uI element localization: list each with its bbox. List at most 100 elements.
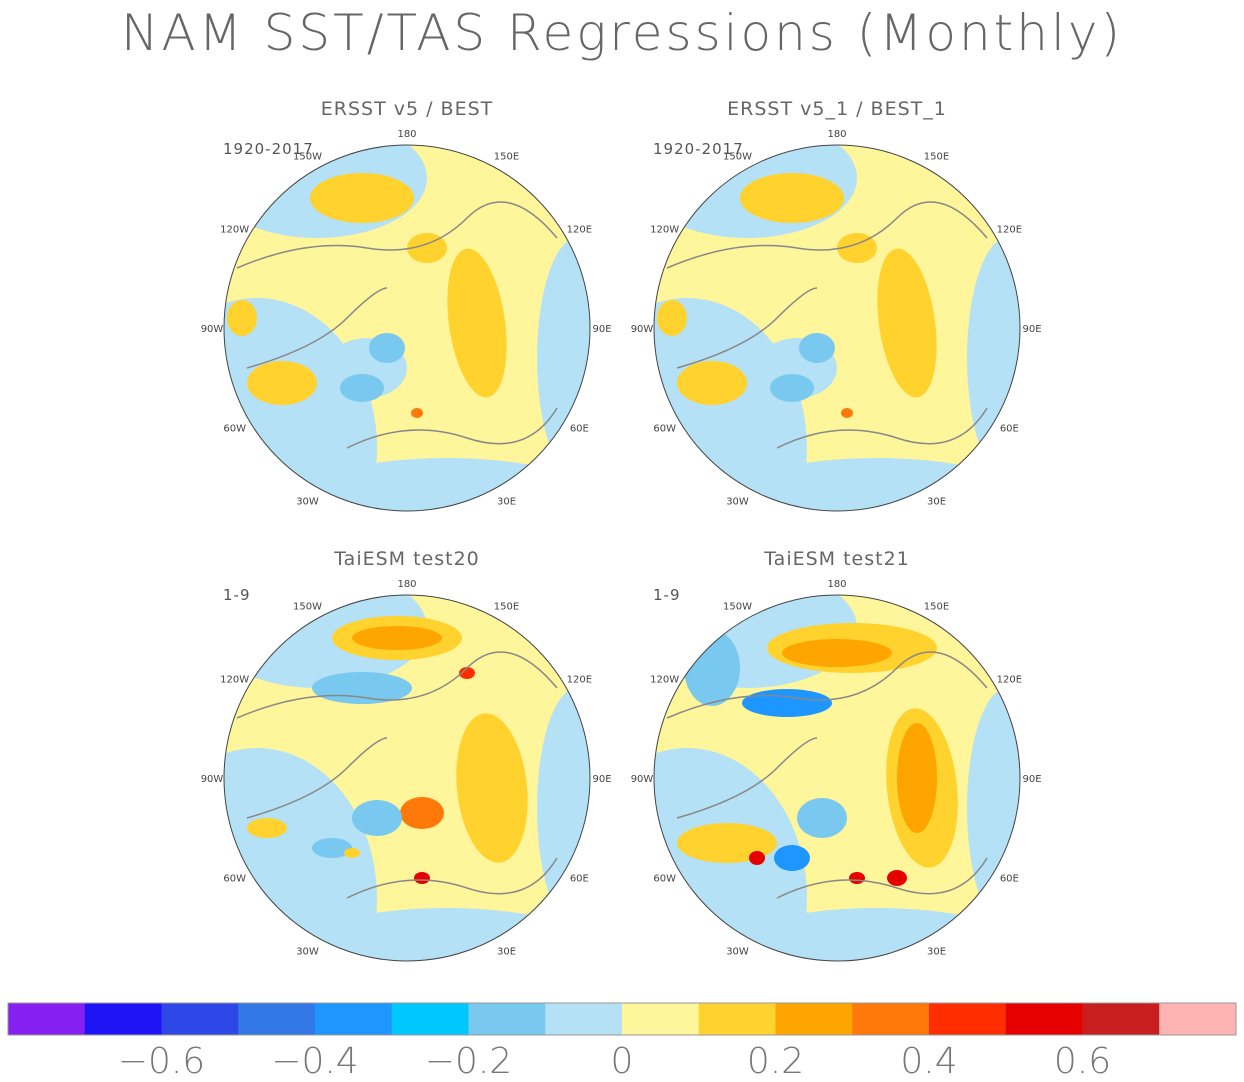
ocean-region xyxy=(537,688,590,928)
longitude-label: 60E xyxy=(570,424,589,435)
longitude-label: 120E xyxy=(567,225,592,236)
longitude-label: 150E xyxy=(494,152,519,163)
map-panel-1: 180150E120E90E60E30E030W60W90W120W150W E… xyxy=(187,98,627,518)
anomaly-region xyxy=(749,851,765,865)
panel-title: TaiESM test21 xyxy=(764,548,910,570)
longitude-label: 30E xyxy=(497,496,516,507)
longitude-label: 60E xyxy=(1000,424,1019,435)
anomaly-region xyxy=(837,233,877,263)
longitude-label: 90E xyxy=(1022,324,1041,335)
longitude-label: 120W xyxy=(220,675,249,686)
period-label: 1-9 xyxy=(653,586,681,604)
longitude-label: 150E xyxy=(494,602,519,613)
longitude-label: 90W xyxy=(201,774,224,785)
colorbar-swatch xyxy=(391,1003,469,1035)
anomaly-region xyxy=(459,667,475,679)
longitude-label: 90E xyxy=(592,324,611,335)
colorbar-label: −0.4 xyxy=(271,1041,358,1082)
anomaly-region xyxy=(887,870,907,886)
longitude-label: 30W xyxy=(726,946,749,957)
panel-title: ERSST v5 / BEST xyxy=(320,98,494,120)
anomaly-region xyxy=(352,626,442,650)
longitude-label: 120W xyxy=(650,225,679,236)
longitude-label: 150E xyxy=(924,602,949,613)
anomaly-region xyxy=(849,872,865,884)
colorbar-label: −0.2 xyxy=(425,1041,512,1082)
longitude-label: 60E xyxy=(570,874,589,885)
anomaly-region xyxy=(352,800,402,836)
colorbar-swatch xyxy=(238,1003,316,1035)
colorbar-swatch xyxy=(852,1003,930,1035)
map-panel-4: 180150E120E90E60E30E030W60W90W120W150W T… xyxy=(617,548,1057,968)
coastlines xyxy=(666,651,988,899)
anomaly-region xyxy=(740,173,844,223)
longitude-label: 60E xyxy=(1000,874,1019,885)
colorbar-label: 0 xyxy=(611,1041,634,1082)
period-label: 1920-2017 xyxy=(653,140,744,158)
longitude-label: 90E xyxy=(592,774,611,785)
longitude-label: 90W xyxy=(631,774,654,785)
anomaly-region xyxy=(877,248,937,398)
longitude-label: 90W xyxy=(201,324,224,335)
anomaly-region xyxy=(684,630,740,706)
longitude-label: 30W xyxy=(726,496,749,507)
longitude-label: 180 xyxy=(397,129,416,140)
polar-map: 180150E120E90E60E30E030W60W90W120W150W xyxy=(631,129,1042,512)
longitude-label: 30W xyxy=(296,496,319,507)
polar-map: 180150E120E90E60E30E030W60W90W120W150W xyxy=(201,129,612,512)
longitude-label: 150W xyxy=(293,602,322,613)
colorbar-swatch xyxy=(8,1003,86,1035)
colorbar-swatch xyxy=(84,1003,162,1035)
longitude-label: 120E xyxy=(997,675,1022,686)
anomaly-region xyxy=(407,233,447,263)
colorbar-label: 0.4 xyxy=(900,1041,957,1082)
colorbar-swatch xyxy=(1082,1003,1160,1035)
anomaly-region xyxy=(447,248,507,398)
colorbar-label: 0.6 xyxy=(1054,1041,1111,1082)
anomaly-region xyxy=(411,408,423,418)
anomaly-region xyxy=(312,838,352,858)
longitude-label: 150W xyxy=(723,602,752,613)
ocean-region xyxy=(224,145,427,238)
longitude-label: 180 xyxy=(397,579,416,590)
longitude-label: 120W xyxy=(650,675,679,686)
longitude-label: 150W xyxy=(723,152,752,163)
coastlines xyxy=(236,651,558,899)
longitude-label: 30W xyxy=(296,946,319,957)
ocean-region xyxy=(967,688,1020,928)
longitude-label: 90E xyxy=(1022,774,1041,785)
coastlines xyxy=(236,201,558,449)
anomaly-region xyxy=(742,689,832,717)
ocean-region xyxy=(537,238,590,478)
colorbar-swatch xyxy=(1159,1003,1237,1035)
colorbar-swatch xyxy=(1005,1003,1083,1035)
anomaly-region xyxy=(841,408,853,418)
longitude-label: 30E xyxy=(497,946,516,957)
longitude-label: 30E xyxy=(927,946,946,957)
longitude-label: 120E xyxy=(997,225,1022,236)
map-border xyxy=(653,594,1021,962)
period-label: 1920-2017 xyxy=(223,140,314,158)
longitude-label: 180 xyxy=(827,129,846,140)
longitude-label: 120E xyxy=(567,675,592,686)
map-border xyxy=(223,144,591,512)
anomaly-region xyxy=(310,173,414,223)
anomaly-region xyxy=(677,361,747,405)
anomaly-region xyxy=(247,361,317,405)
longitude-label: 180 xyxy=(827,579,846,590)
longitude-label: 150W xyxy=(293,152,322,163)
longitude-label: 90W xyxy=(631,324,654,335)
panel-title: TaiESM test20 xyxy=(334,548,480,570)
anomaly-region xyxy=(247,818,287,838)
anomaly-region xyxy=(897,723,937,833)
longitude-label: 60W xyxy=(653,424,676,435)
ocean-region xyxy=(967,238,1020,478)
longitude-label: 150E xyxy=(924,152,949,163)
anomaly-region xyxy=(456,713,528,863)
map-border xyxy=(223,594,591,962)
coastlines xyxy=(666,201,988,449)
anomaly-region xyxy=(369,333,405,363)
anomaly-region xyxy=(344,848,360,858)
colorbar: −0.6 −0.4 −0.2 0 0.2 0.4 0.6 xyxy=(7,1002,1237,1082)
longitude-label: 60W xyxy=(223,874,246,885)
